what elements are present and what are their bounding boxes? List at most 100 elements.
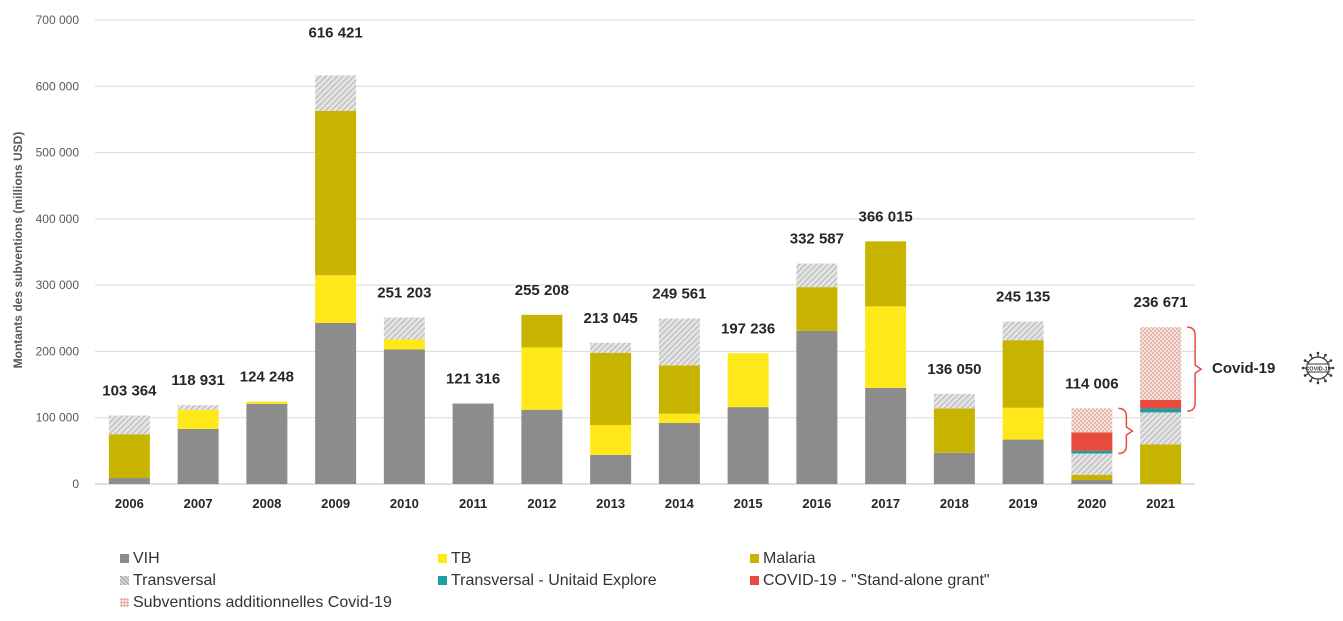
bar-segment-tb: [865, 306, 907, 388]
bar-segment-vih: [658, 423, 700, 484]
legend-item: VIH: [120, 548, 160, 570]
y-axis-label: Montants des subventions (millions USD): [11, 132, 25, 369]
y-axis-ticks: 0 100 000 200 000 300 000 400 000 500 000 600 …: [36, 13, 80, 491]
y-tick-label: 600 000: [36, 79, 80, 93]
bar-segment-vih: [246, 403, 288, 484]
bar-segment-transversal: [1002, 321, 1044, 341]
legend-item: Subventions additionnelles Covid-19: [120, 592, 392, 614]
total-label: 366 015: [859, 208, 913, 225]
bar-segment-malaria: [933, 408, 975, 453]
x-tick-label: 2010: [390, 496, 419, 511]
legend-label: TB: [451, 550, 472, 567]
legend-swatch: [438, 553, 447, 563]
bar-segment-vih: [796, 330, 838, 484]
total-label: 136 050: [927, 361, 981, 378]
total-label: 616 421: [309, 24, 363, 41]
covid-virus-icon: COVID-19: [1301, 351, 1335, 385]
x-tick-label: 2015: [734, 496, 763, 511]
total-label: 213 045: [584, 310, 638, 327]
bar-segment-malaria: [865, 241, 907, 307]
legend-label: VIH: [133, 550, 160, 567]
total-label: 121 316: [446, 371, 500, 388]
bar-segment-transversal: [383, 317, 425, 340]
x-tick-label: 2021: [1146, 496, 1175, 511]
y-tick-label: 700 000: [36, 13, 80, 27]
x-tick-label: 2009: [321, 496, 350, 511]
legend-item: Transversal - Unitaid Explore: [438, 570, 657, 592]
x-tick-label: 2019: [1009, 496, 1038, 511]
bar-segment-transversal: [796, 263, 838, 288]
bar-segment-vih: [933, 452, 975, 484]
bar-segment-tb: [246, 401, 288, 404]
x-tick-label: 2018: [940, 496, 969, 511]
legend-swatch: [120, 553, 129, 563]
bar-segment-covid-19-stand-alone-grant: [1071, 432, 1113, 451]
x-tick-label: 2020: [1077, 496, 1106, 511]
bar-segment-vih: [521, 409, 563, 484]
x-tick-label: 2007: [184, 496, 213, 511]
bars: [108, 75, 1182, 484]
covid-label: Covid-19: [1212, 360, 1275, 377]
bar-segment-transversal: [315, 75, 357, 111]
bar-segment-malaria: [315, 110, 357, 276]
bar-segment-vih: [865, 387, 907, 484]
total-label: 124 248: [240, 369, 294, 386]
bar-segment-transversal: [177, 405, 219, 410]
chart: 0 100 000 200 000 300 000 400 000 500 000 600 …: [11, 13, 1335, 611]
legend-swatch: [438, 575, 447, 585]
y-tick-label: 300 000: [36, 278, 80, 292]
total-label: 245 135: [996, 289, 1050, 306]
x-tick-label: 2011: [459, 496, 487, 511]
x-axis-ticks: 2006 2007 2008 2009 2010 2011 2012 2013 2014 2015…: [115, 496, 1175, 511]
bar-segment-tb: [383, 339, 425, 350]
total-label: 118 931: [171, 372, 224, 389]
total-label: 249 561: [652, 286, 706, 303]
x-tick-label: 2006: [115, 496, 144, 511]
legend-label: Transversal: [133, 572, 216, 589]
bar-segment-malaria: [1140, 444, 1182, 484]
bar-segment-malaria: [108, 434, 150, 479]
legend-item: TB: [438, 548, 471, 570]
total-labels: 103 364 118 931 124 248 616 421 251 203 121 3…: [102, 24, 1187, 399]
bar-segment-tb: [590, 425, 632, 455]
total-label: 114 006: [1065, 375, 1118, 392]
bar-segment-vih: [1071, 480, 1113, 484]
bar-segment-subventions-additionnelles-covid-19: [1071, 408, 1113, 433]
legend-item: Malaria: [750, 548, 815, 570]
bar-segment-malaria: [796, 287, 838, 331]
bar-segment-vih: [1002, 439, 1044, 484]
bar-segment-transversal-unitaid-explore: [1140, 408, 1182, 413]
bar-segment-tb: [177, 409, 219, 429]
bar-segment-vih: [452, 403, 494, 484]
y-tick-label: 500 000: [36, 146, 80, 160]
bar-segment-vih: [727, 407, 769, 484]
x-tick-label: 2017: [871, 496, 900, 511]
y-tick-label: 400 000: [36, 212, 80, 226]
total-label: 255 208: [515, 282, 569, 299]
x-tick-label: 2016: [802, 496, 831, 511]
bar-segment-transversal-unitaid-explore: [1071, 450, 1113, 454]
x-tick-label: 2013: [596, 496, 625, 511]
bar-segment-vih: [590, 454, 632, 484]
bar-segment-covid-19-stand-alone-grant: [1140, 399, 1182, 409]
legend-item: COVID-19 - "Stand-alone grant": [750, 570, 990, 592]
y-tick-label: 0: [72, 477, 79, 491]
total-label: 332 587: [790, 231, 844, 248]
bar-segment-tb: [521, 347, 563, 410]
legend-swatch: [120, 575, 129, 585]
x-tick-label: 2014: [665, 496, 695, 511]
total-label: 251 203: [377, 284, 431, 301]
bar-segment-subventions-additionnelles-covid-19: [1140, 327, 1182, 400]
stacked-bar-chart: 0 100 000 200 000 300 000 400 000 500 000 600 …: [11, 13, 1335, 511]
svg-text:COVID-19: COVID-19: [1305, 367, 1330, 373]
bar-segment-transversal: [590, 342, 632, 353]
bar-segment-transversal: [1140, 412, 1182, 445]
y-tick-label: 200 000: [36, 344, 80, 358]
bar-segment-malaria: [521, 314, 563, 348]
legend-label: Malaria: [763, 550, 816, 567]
bar-segment-malaria: [1071, 474, 1113, 481]
bar-segment-tb: [315, 275, 357, 323]
bar-segment-tb: [727, 353, 769, 408]
legend-swatch: [750, 575, 759, 585]
y-tick-label: 100 000: [36, 411, 80, 425]
